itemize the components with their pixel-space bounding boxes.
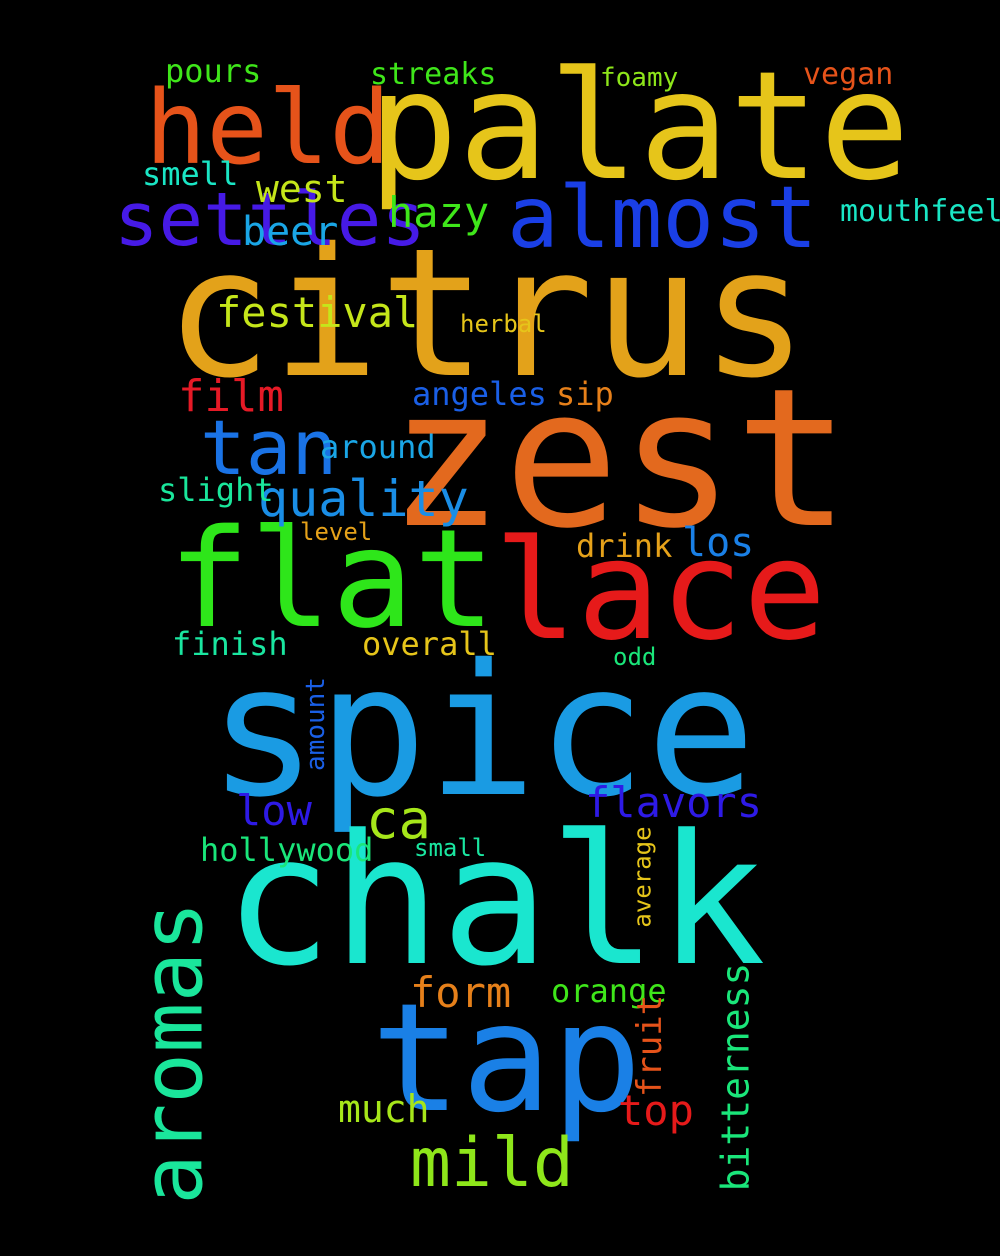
word-foamy: smell — [142, 155, 239, 193]
word-overall: angeles — [412, 375, 547, 413]
word-herbal: foamy — [600, 63, 679, 93]
word-lace: lace — [494, 510, 827, 671]
word-flat: flat — [168, 501, 496, 659]
word-average: average — [628, 826, 657, 928]
word-flavors: film — [178, 371, 284, 422]
word-pours: slight — [158, 471, 274, 509]
word-west: hazy — [388, 188, 490, 237]
word-fruit: amount — [300, 677, 331, 771]
word-festival: flavors — [585, 778, 763, 827]
word-mild: aromas — [123, 901, 222, 1205]
word-much: form — [410, 968, 512, 1017]
word-hollywood: finish — [172, 625, 288, 663]
word-beer: west — [256, 167, 348, 211]
word-streaks: hollywood — [200, 831, 374, 869]
word-drink: around — [320, 428, 436, 466]
word-smell: drink — [576, 527, 673, 565]
word-almost: almost — [507, 168, 818, 268]
word-finish: sip — [556, 375, 614, 413]
word-chalk: chalk — [224, 797, 766, 1006]
word-aromas: level — [300, 518, 373, 546]
word-settles: mild — [410, 1124, 574, 1203]
word-around: orange — [551, 972, 667, 1010]
word-amount: small — [414, 834, 487, 862]
word-bitterness: odd — [613, 643, 657, 671]
word-los: beer — [242, 209, 339, 255]
word-palate: palate — [368, 40, 910, 214]
word-held: held — [145, 69, 391, 188]
word-tap: tap — [371, 972, 642, 1146]
word-small: herbal — [460, 310, 547, 338]
word-tan: settles — [114, 177, 426, 263]
word-orange: much — [338, 1087, 430, 1131]
word-film: quality — [258, 470, 469, 528]
word-sip: fruit — [630, 994, 671, 1098]
word-odd: mouthfeel — [840, 194, 1000, 229]
word-mouthfeel: streaks — [370, 57, 497, 92]
word-quality: ca — [366, 788, 432, 851]
word-angeles: bitterness — [712, 962, 757, 1192]
word-top: low — [236, 786, 312, 835]
word-hazy: festival — [216, 288, 419, 337]
word-vegan: pours — [165, 52, 262, 90]
word-citrus: citrus — [165, 210, 808, 417]
word-ca: tan — [200, 403, 338, 492]
word-zest: zest — [388, 348, 851, 571]
word-form: top — [618, 1086, 694, 1135]
word-level: vegan — [803, 57, 894, 92]
word-slight: overall — [362, 625, 497, 663]
word-spice: spice — [208, 625, 756, 837]
word-low: los — [682, 520, 755, 566]
